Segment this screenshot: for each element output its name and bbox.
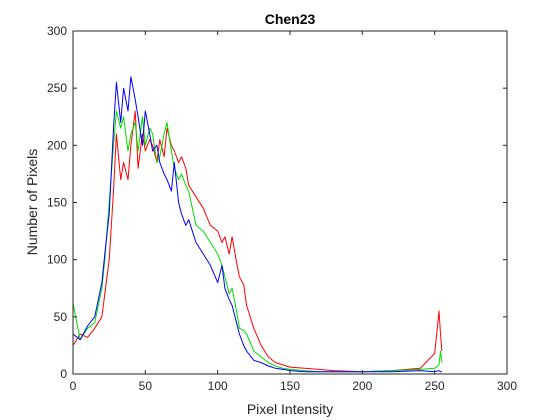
y-tick-label: 50 <box>54 310 68 324</box>
plot-area <box>73 31 507 374</box>
y-axis-label: Number of Pixels <box>24 149 40 256</box>
y-tick-label: 300 <box>47 24 67 38</box>
x-tick-label: 50 <box>139 379 153 393</box>
x-tick-label: 150 <box>280 379 300 393</box>
x-tick-label: 250 <box>425 379 445 393</box>
green-channel-line <box>72 110 443 373</box>
x-tick-label: 0 <box>70 379 77 393</box>
y-tick-label: 100 <box>47 253 67 267</box>
series-layer <box>72 76 443 373</box>
x-tick-label: 100 <box>208 379 228 393</box>
y-tick-label: 250 <box>47 81 67 95</box>
blue-channel-line <box>72 76 442 373</box>
x-axis-label: Pixel Intensity <box>247 401 333 417</box>
x-tick-label: 300 <box>497 379 517 393</box>
red-channel-line <box>72 110 443 373</box>
y-tick-label: 200 <box>47 138 67 152</box>
tick-layer: 0 50 100 150 200 250 300 0 50 100 150 200 250 300 <box>47 24 517 393</box>
x-tick-label: 200 <box>352 379 372 393</box>
y-tick-label: 0 <box>60 367 67 381</box>
chart-title: Chen23 <box>265 11 316 27</box>
y-tick-label: 150 <box>47 196 67 210</box>
